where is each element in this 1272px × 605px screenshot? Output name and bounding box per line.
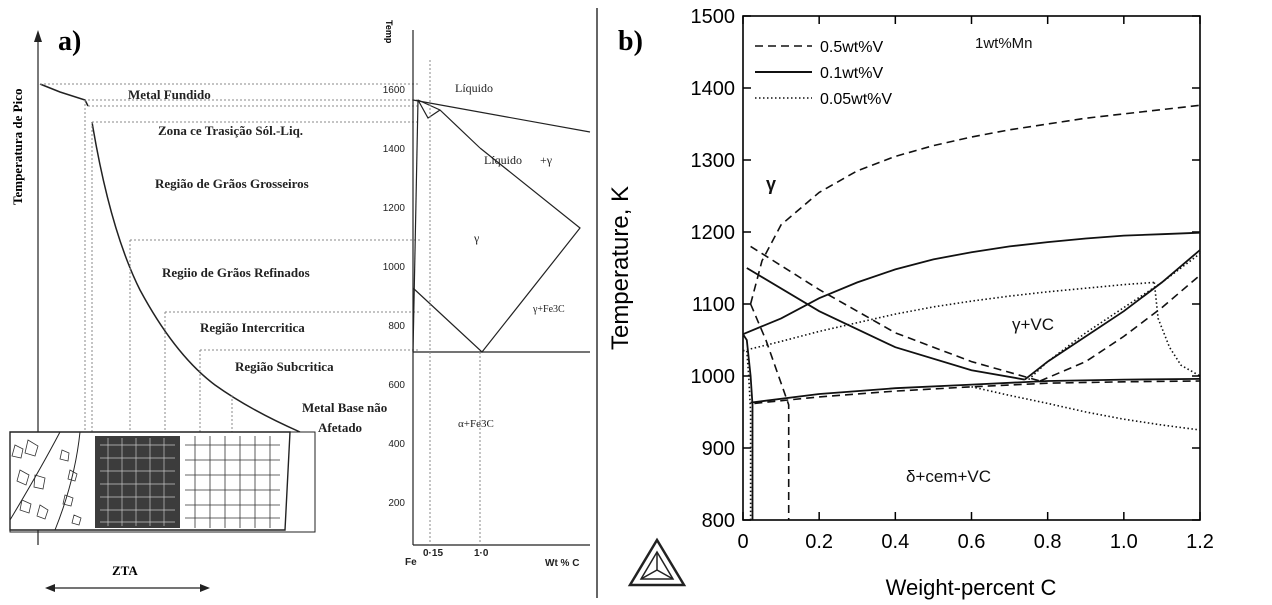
phase-y-tick: 200 [388, 498, 405, 509]
region-metal-fundido: Metal Fundido [128, 87, 211, 102]
phase-field-gamma: γ [473, 231, 480, 245]
phase-y-tick: 800 [388, 321, 405, 332]
phase-x-tick: 1·0 [474, 548, 489, 559]
x-tick-label: 0.8 [1034, 531, 1062, 553]
series-dashed [749, 104, 1201, 520]
region-transicao: Zona ce Trasição Sól.-Liq. [158, 123, 303, 138]
series-line [742, 333, 754, 520]
y-tick-label: 1000 [691, 366, 736, 388]
peak-temperature-profile [39, 83, 301, 433]
region-intercritica: Região Intercritica [200, 320, 305, 335]
region-graos-refinados: Regiio de Grãos Refinados [162, 265, 310, 280]
series-curves [742, 104, 1201, 520]
series-line [749, 104, 1201, 305]
legend-label: 0.1wt%V [820, 65, 883, 82]
y-tick-label: 900 [702, 438, 735, 460]
series-solid [742, 231, 1201, 520]
phase-field-plus-gamma: +γ [540, 153, 553, 167]
phase-temp-title: Temp [384, 20, 394, 44]
y-tick-label: 1400 [691, 78, 736, 100]
region-afetado: Afetado [318, 420, 362, 435]
phase-y-tick: 1400 [383, 144, 406, 155]
phase-field-liquid: Líquido [455, 81, 493, 95]
x-tick-label: 0.4 [881, 531, 909, 553]
series-line [1028, 252, 1201, 381]
y-tick-label: 800 [702, 510, 735, 532]
phase-y-tick: 600 [388, 380, 405, 391]
series-line [742, 231, 1201, 336]
region-graos-grosseiros: Região de Grãos Grosseiros [155, 176, 309, 191]
series-line [1153, 282, 1201, 377]
series-line [971, 386, 1201, 431]
phase-field-alpha-fe3c: α+Fe3C [458, 418, 494, 430]
zta-arrow-left-head [45, 584, 55, 592]
y-tick-label: 1300 [691, 150, 736, 172]
panel-b: b) 800 900 1000 1100 1200 1300 1400 1500 0 0.2 0.… [607, 6, 1214, 600]
microstructure-sketch [9, 431, 316, 533]
series-line [1039, 274, 1201, 382]
x-tick-label: 1.2 [1186, 531, 1214, 553]
fe-c-phase-diagram: Temp 1600 1400 1200 1000 800 600 400 200… [383, 20, 591, 569]
y-axis-ticks: 800 900 1000 1100 1200 1300 1400 1500 [691, 6, 1200, 532]
y-tick-label: 1100 [692, 294, 735, 316]
x-tick-label: 0.2 [805, 531, 833, 553]
series-line [742, 281, 1155, 352]
panel-a: a) Temperatura de Pico Metal Fundido Zo [9, 20, 591, 592]
x-tick-label: 1.0 [1110, 531, 1138, 553]
peak-temp-axis-arrow [34, 30, 42, 42]
x-tick-label: 0.6 [958, 531, 986, 553]
legend-label: 0.05wt%V [820, 91, 892, 108]
x-axis-ticks: 0 0.2 0.4 0.6 0.8 1.0 1.2 [737, 16, 1214, 553]
phase-y-tick: 1600 [383, 85, 406, 96]
phase-y-tick: 1000 [383, 262, 406, 273]
region-subcritica: Região Subcritica [235, 359, 334, 374]
legend-label: 0.5wt%V [820, 39, 883, 56]
series-line [746, 267, 1025, 381]
zta-arrow-right-head [200, 584, 210, 592]
x-axis-label: Weight-percent C [886, 575, 1057, 600]
phase-field-liquid-gamma: Líquido [484, 153, 522, 167]
fine-grain-zone [95, 436, 180, 528]
series-line [750, 378, 1201, 404]
phase-x-tick: 0·15 [423, 548, 443, 559]
annotation-mn: 1wt%Mn [975, 35, 1033, 52]
series-line [746, 350, 752, 520]
series-line [749, 303, 790, 520]
series-line [754, 380, 1201, 405]
panel-a-label: a) [58, 26, 81, 57]
peak-temp-label: Temperatura de Pico [10, 89, 25, 206]
x-tick-label: 0 [737, 531, 748, 553]
logo-triangle-icon [627, 537, 687, 587]
annotation-gamma-vc: γ+VC [1012, 315, 1054, 334]
series-dotted [742, 252, 1201, 520]
y-tick-label: 1500 [691, 6, 736, 28]
phase-x-tick: Fe [405, 557, 417, 568]
y-axis-label: Temperature, K [607, 186, 634, 350]
region-metal-base: Metal Base não [302, 400, 387, 415]
panel-b-label: b) [618, 26, 643, 57]
legend: 0.5wt%V 0.1wt%V 0.05wt%V [755, 39, 892, 108]
annotation-gamma: γ [766, 174, 776, 194]
plot-frame [742, 15, 1201, 521]
y-tick-label: 1200 [691, 222, 736, 244]
phase-y-tick: 400 [388, 439, 405, 450]
phase-field-gamma-fe3c: γ+Fe3C [532, 304, 565, 315]
series-line [750, 245, 1041, 382]
phase-y-tick: 1200 [383, 203, 406, 214]
zta-label: ZTA [112, 563, 138, 578]
annotation-delta-cem-vc: δ+cem+VC [906, 467, 991, 486]
phase-x-title: Wt % C [545, 558, 579, 569]
